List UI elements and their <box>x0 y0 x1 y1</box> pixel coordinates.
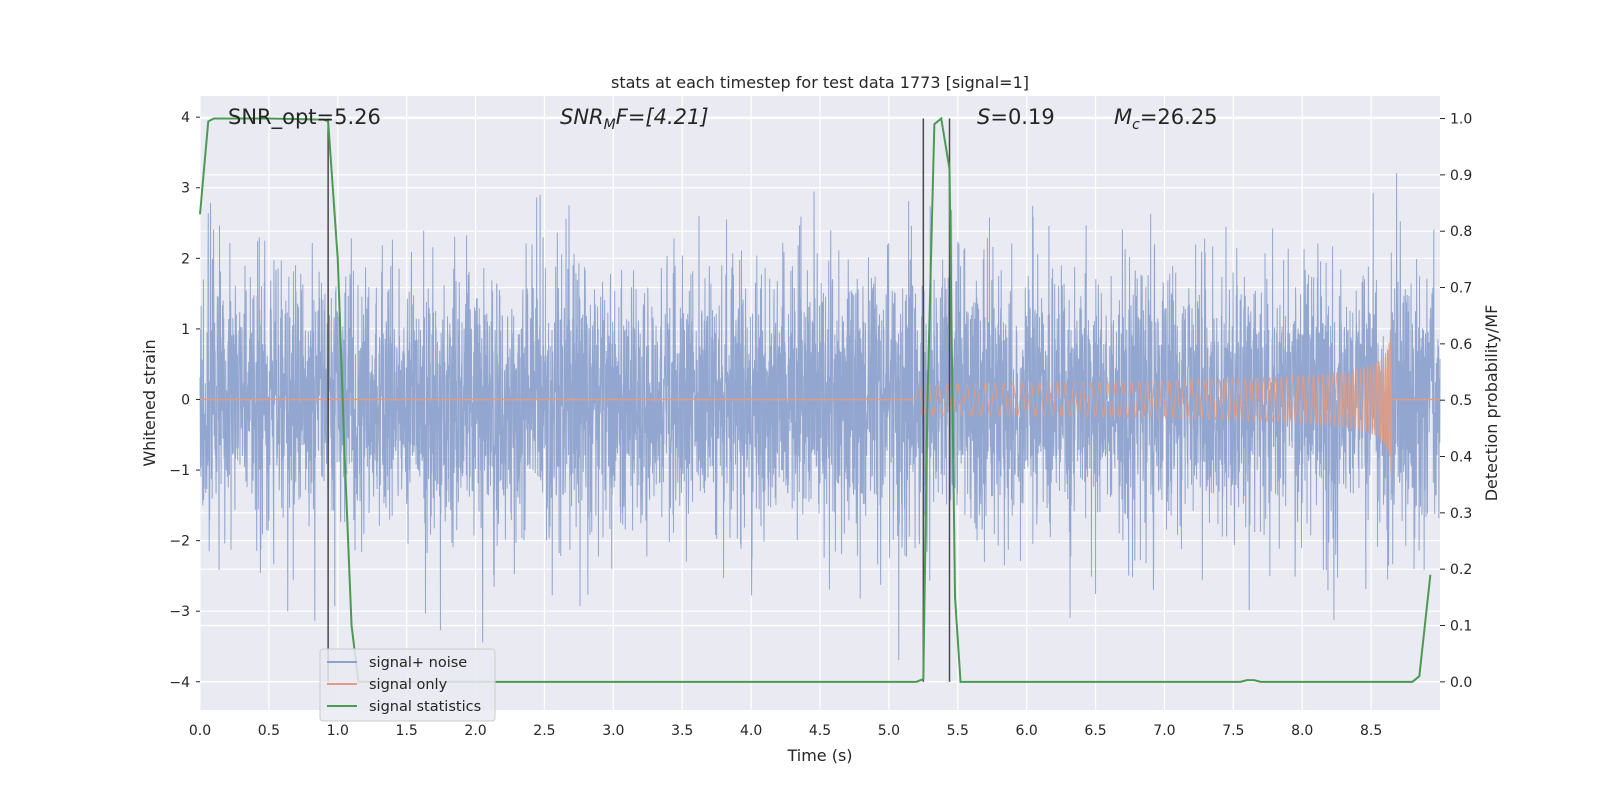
legend-box <box>319 648 496 722</box>
annotation-mc-base: M <box>1114 105 1132 129</box>
x-tick-label-14: 7.0 <box>1153 723 1175 739</box>
left-tick-label-8: 4 <box>181 110 190 126</box>
x-tick-label-2: 1.0 <box>327 723 349 739</box>
left-tick-label-5: 1 <box>181 322 190 338</box>
x-axis-ticks: 0.0 0.5 1.0 1.5 2.0 2.5 3.0 3.5 4.0 4.5 5.0 5.5 6.0 6… <box>189 723 1382 739</box>
right-axis-ticks: 0.0 0.1 0.2 0.3 0.4 0.5 0.6 0.7 0.8 0.9 1.0 <box>1440 112 1472 691</box>
y-axis-right-title: Detection probability/MF <box>1482 305 1501 502</box>
right-tick-label-10: 1.0 <box>1450 112 1472 128</box>
right-tick-label-8: 0.8 <box>1450 224 1472 240</box>
right-tick-label-5: 0.5 <box>1450 393 1472 409</box>
x-axis-title: Time (s) <box>786 746 852 765</box>
x-tick-label-13: 6.5 <box>1084 723 1106 739</box>
right-tick-label-6: 0.6 <box>1450 337 1472 353</box>
annotation-snr-opt: SNR_opt=5.26 <box>228 105 381 130</box>
annotation-snr-mf-tail: F=[4.21] <box>616 105 709 129</box>
series-signal-statistics <box>199 116 1432 683</box>
x-tick-label-4: 2.0 <box>464 723 486 739</box>
x-tick-label-17: 8.5 <box>1360 723 1382 739</box>
x-tick-label-1: 0.5 <box>258 723 280 739</box>
left-tick-label-0: −4 <box>169 675 190 691</box>
series-signal-only <box>200 316 1440 484</box>
legend-label-signal-statistics: signal statistics <box>369 699 481 715</box>
signal-only-chirp <box>915 316 1393 484</box>
left-axis-ticks: −4 −3 −2 −1 0 1 2 3 4 <box>169 110 200 691</box>
annotation-s-base: S <box>977 105 990 129</box>
left-tick-label-4: 0 <box>181 392 190 408</box>
x-tick-label-10: 5.0 <box>878 723 900 739</box>
x-tick-label-12: 6.0 <box>1016 723 1038 739</box>
x-tick-label-16: 8.0 <box>1291 723 1313 739</box>
legend-label-signal-plus-noise: signal+ noise <box>369 655 467 671</box>
annotation-s-tail: =0.19 <box>990 105 1054 129</box>
left-tick-label-1: −3 <box>169 604 190 620</box>
x-tick-label-7: 3.5 <box>671 723 693 739</box>
annotation-mc-tail: =26.25 <box>1140 105 1218 129</box>
right-tick-label-7: 0.7 <box>1450 281 1472 297</box>
right-tick-label-3: 0.3 <box>1450 506 1472 522</box>
annotation-mc: Mc=26.25 <box>1114 105 1218 133</box>
right-tick-label-4: 0.4 <box>1450 450 1472 466</box>
right-tick-label-0: 0.0 <box>1450 675 1472 691</box>
left-tick-label-6: 2 <box>181 251 190 267</box>
x-tick-label-3: 1.5 <box>396 723 418 739</box>
x-tick-label-11: 5.5 <box>947 723 969 739</box>
left-tick-label-2: −2 <box>169 534 190 550</box>
x-tick-label-6: 3.0 <box>602 723 624 739</box>
annotation-snr-mf-base: SNR <box>560 105 604 129</box>
annotation-s: S=0.19 <box>977 105 1055 129</box>
legend-label-signal-only: signal only <box>369 677 448 693</box>
annotation-snr-mf-sub: M <box>604 117 616 133</box>
x-tick-label-5: 2.5 <box>533 723 555 739</box>
x-tick-label-9: 4.5 <box>809 723 831 739</box>
x-tick-label-0: 0.0 <box>189 723 211 739</box>
left-tick-label-3: −1 <box>169 463 190 479</box>
right-tick-label-9: 0.9 <box>1450 168 1472 184</box>
x-tick-label-15: 7.5 <box>1222 723 1244 739</box>
y-axis-title: Whitened strain <box>140 339 159 466</box>
signal-statistics-line <box>199 116 1432 683</box>
right-tick-label-1: 0.1 <box>1450 619 1472 635</box>
chart-title: stats at each timestep for test data 177… <box>611 73 1029 92</box>
annotation-mc-sub: c <box>1132 117 1140 133</box>
left-tick-label-7: 3 <box>181 181 190 197</box>
legend: signal+ noise signal only signal statist… <box>319 648 496 722</box>
annotation-snr-mf: SNRMF=[4.21] <box>560 105 709 133</box>
right-tick-label-2: 0.2 <box>1450 562 1472 578</box>
x-tick-label-8: 4.0 <box>740 723 762 739</box>
